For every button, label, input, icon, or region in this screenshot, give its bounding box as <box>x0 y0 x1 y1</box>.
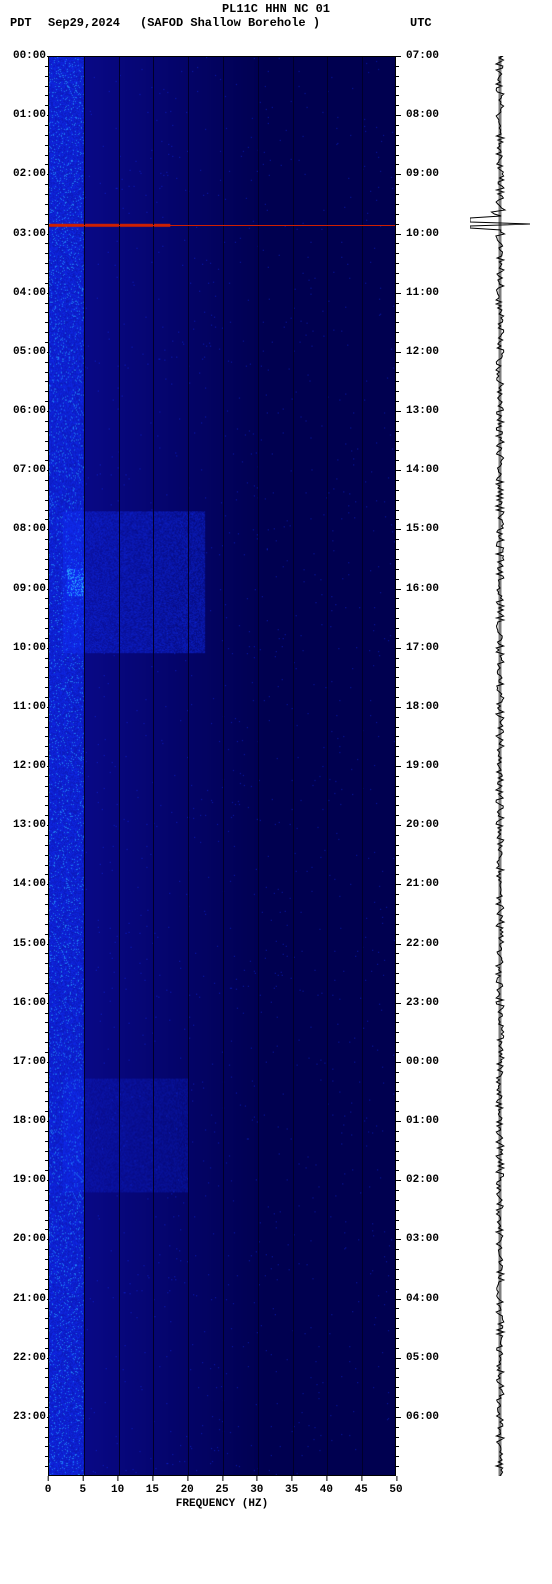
y-axis-utc: 07:0008:0009:0010:0011:0012:0013:0014:00… <box>396 56 456 1476</box>
pdt-tick: 17:00 <box>13 1056 46 1068</box>
freq-tick: 10 <box>111 1484 124 1496</box>
pdt-tick: 12:00 <box>13 760 46 772</box>
pdt-tick: 04:00 <box>13 287 46 299</box>
freq-tick: 45 <box>355 1484 368 1496</box>
spectrogram-canvas <box>49 57 395 1475</box>
utc-tick: 17:00 <box>406 642 439 654</box>
utc-tick: 20:00 <box>406 819 439 831</box>
freq-tick: 25 <box>215 1484 228 1496</box>
pdt-tick: 05:00 <box>13 346 46 358</box>
utc-tick: 10:00 <box>406 228 439 240</box>
utc-tick: 21:00 <box>406 878 439 890</box>
pdt-tick: 23:00 <box>13 1411 46 1423</box>
freq-tick: 15 <box>146 1484 159 1496</box>
x-axis-label: FREQUENCY (HZ) <box>48 1498 396 1510</box>
pdt-tick: 08:00 <box>13 523 46 535</box>
utc-tick: 01:00 <box>406 1115 439 1127</box>
timezone-left: PDT <box>10 16 32 30</box>
pdt-tick: 00:00 <box>13 50 46 62</box>
utc-tick: 15:00 <box>406 523 439 535</box>
freq-tick: 40 <box>320 1484 333 1496</box>
utc-tick: 03:00 <box>406 1233 439 1245</box>
station-name: (SAFOD Shallow Borehole ) <box>140 16 320 30</box>
pdt-tick: 22:00 <box>13 1352 46 1364</box>
pdt-tick: 10:00 <box>13 642 46 654</box>
pdt-tick: 20:00 <box>13 1233 46 1245</box>
timezone-right: UTC <box>410 16 432 30</box>
utc-tick: 08:00 <box>406 109 439 121</box>
pdt-tick: 14:00 <box>13 878 46 890</box>
utc-tick: 06:00 <box>406 1411 439 1423</box>
utc-tick: 02:00 <box>406 1174 439 1186</box>
station-id: PL11C HHN NC 01 <box>0 2 552 16</box>
freq-tick: 5 <box>79 1484 86 1496</box>
utc-tick: 16:00 <box>406 583 439 595</box>
y-axis-pdt: 00:0001:0002:0003:0004:0005:0006:0007:00… <box>0 56 48 1476</box>
pdt-tick: 18:00 <box>13 1115 46 1127</box>
utc-tick: 07:00 <box>406 50 439 62</box>
utc-tick: 14:00 <box>406 464 439 476</box>
freq-tick: 20 <box>181 1484 194 1496</box>
pdt-tick: 11:00 <box>13 701 46 713</box>
pdt-tick: 19:00 <box>13 1174 46 1186</box>
utc-tick: 13:00 <box>406 405 439 417</box>
pdt-tick: 09:00 <box>13 583 46 595</box>
utc-tick: 09:00 <box>406 168 439 180</box>
pdt-tick: 06:00 <box>13 405 46 417</box>
utc-tick: 00:00 <box>406 1056 439 1068</box>
pdt-tick: 07:00 <box>13 464 46 476</box>
freq-tick: 30 <box>250 1484 263 1496</box>
utc-tick: 04:00 <box>406 1293 439 1305</box>
utc-tick: 11:00 <box>406 287 439 299</box>
pdt-tick: 01:00 <box>13 109 46 121</box>
pdt-tick: 02:00 <box>13 168 46 180</box>
pdt-tick: 16:00 <box>13 997 46 1009</box>
spectrogram-plot <box>48 56 396 1476</box>
pdt-tick: 21:00 <box>13 1293 46 1305</box>
utc-tick: 22:00 <box>406 938 439 950</box>
chart-header: PL11C HHN NC 01 PDT Sep29,2024 (SAFOD Sh… <box>0 2 552 30</box>
utc-tick: 12:00 <box>406 346 439 358</box>
seismogram-trace <box>470 56 530 1476</box>
freq-tick: 35 <box>285 1484 298 1496</box>
utc-tick: 05:00 <box>406 1352 439 1364</box>
pdt-tick: 15:00 <box>13 938 46 950</box>
freq-tick: 0 <box>45 1484 52 1496</box>
utc-tick: 19:00 <box>406 760 439 772</box>
pdt-tick: 03:00 <box>13 228 46 240</box>
freq-tick: 50 <box>389 1484 402 1496</box>
utc-tick: 18:00 <box>406 701 439 713</box>
utc-tick: 23:00 <box>406 997 439 1009</box>
pdt-tick: 13:00 <box>13 819 46 831</box>
x-axis-frequency: FREQUENCY (HZ) 05101520253035404550 <box>48 1476 396 1516</box>
date-label: Sep29,2024 <box>48 16 120 30</box>
